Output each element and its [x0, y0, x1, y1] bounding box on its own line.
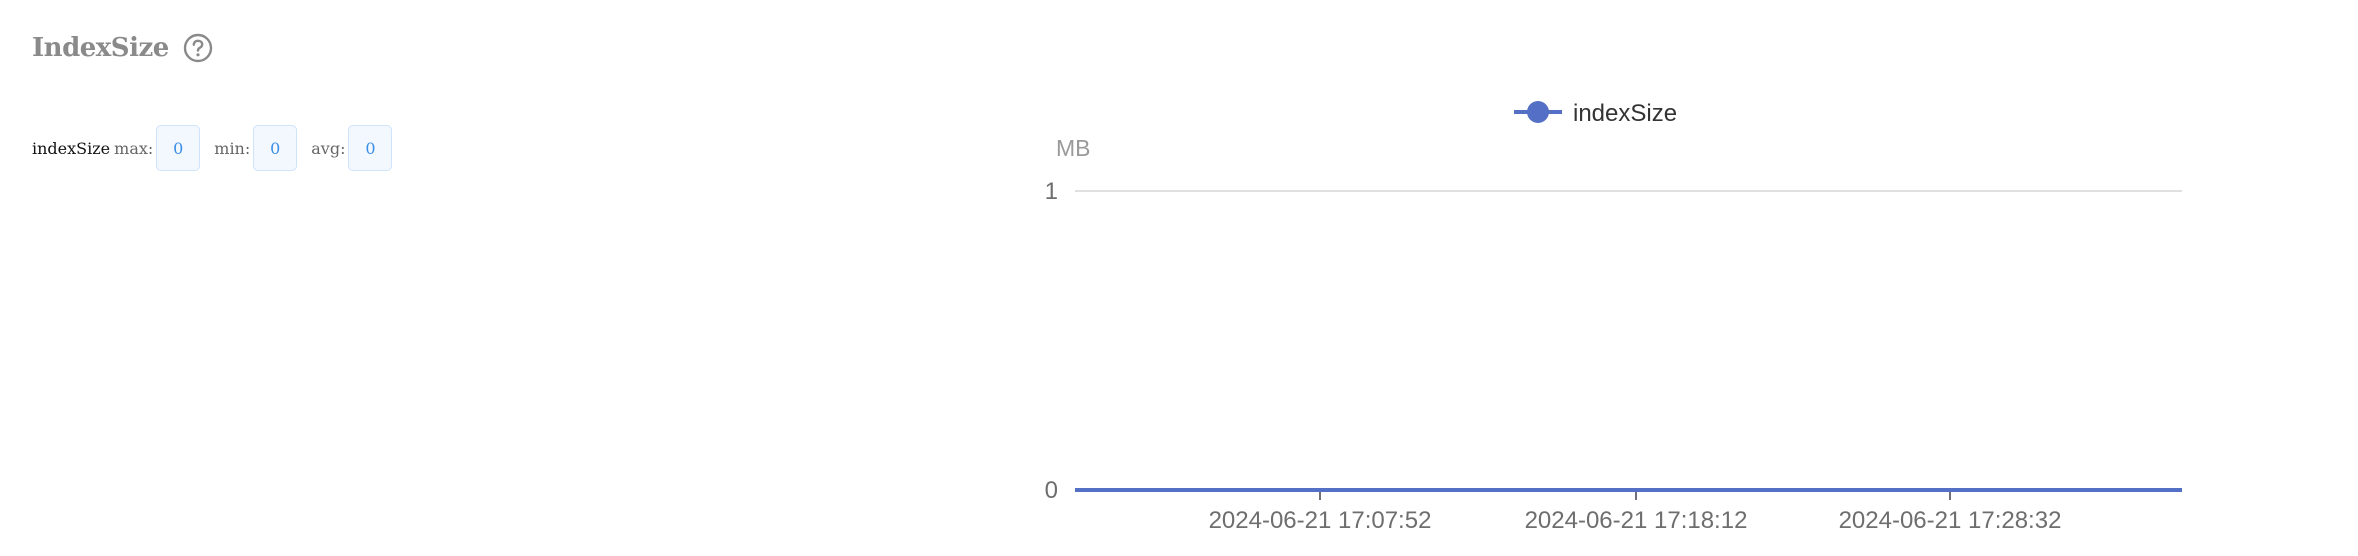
x-tick-label: 2024-06-21 17:07:52 [1209, 507, 1432, 534]
x-tick-label: 2024-06-21 17:28:32 [1839, 507, 2062, 534]
y-axis-unit-label: MB [1056, 135, 1091, 161]
y-tick-label: 0 [1045, 477, 1058, 504]
y-tick-label: 1 [1045, 178, 1058, 205]
legend-dot-symbol[interactable] [1527, 101, 1549, 123]
x-tick-label: 2024-06-21 17:18:12 [1525, 507, 1748, 534]
legend-label[interactable]: indexSize [1573, 100, 1677, 127]
